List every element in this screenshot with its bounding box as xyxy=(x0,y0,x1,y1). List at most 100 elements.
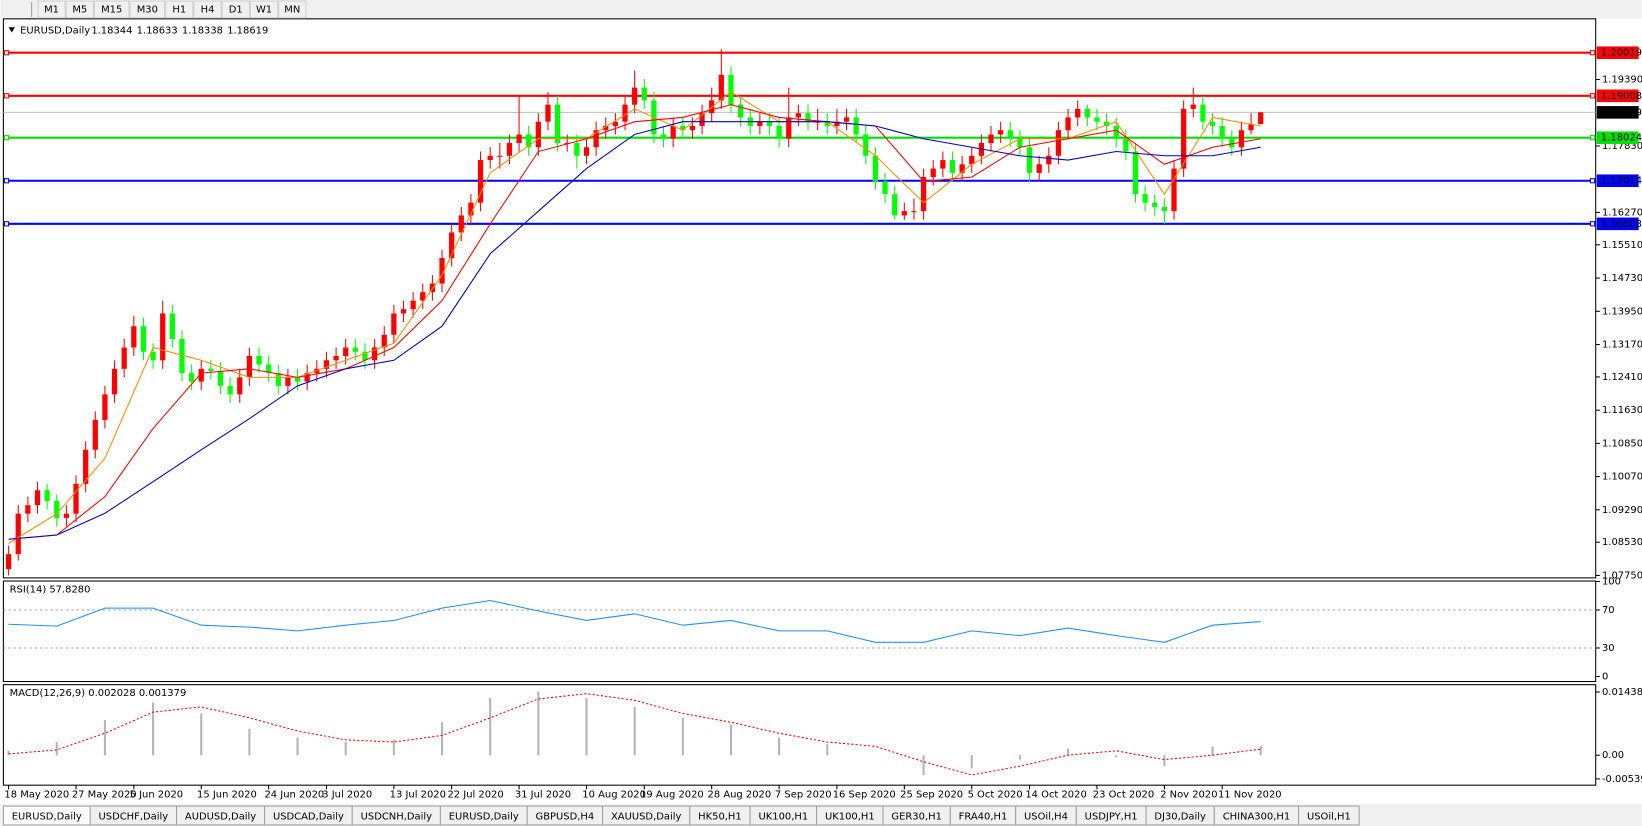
tab-label[interactable]: GBPUSD,H4 xyxy=(536,812,595,823)
tab-label[interactable]: AUDUSD,Daily xyxy=(185,812,256,823)
tab-label[interactable]: USDCNH,Daily xyxy=(361,812,433,823)
level-handle[interactable] xyxy=(1589,93,1596,99)
level-handle[interactable] xyxy=(3,178,10,184)
tab-label[interactable]: HK50,H1 xyxy=(698,812,742,823)
y-tick-label: 70 xyxy=(1602,605,1615,616)
x-tick-label: 27 May 2020 xyxy=(72,790,137,801)
timeframe-label[interactable]: D1 xyxy=(229,4,243,15)
candle-body xyxy=(1132,151,1139,195)
timeframe-label[interactable]: M5 xyxy=(72,4,87,15)
candle-body xyxy=(266,364,272,374)
level-handle[interactable] xyxy=(1589,221,1596,227)
candle-body xyxy=(323,360,330,369)
candle-body xyxy=(400,309,407,314)
candle-body xyxy=(179,338,185,374)
candle-body xyxy=(603,125,609,131)
tab-label[interactable]: CHINA300,H1 xyxy=(1223,812,1291,823)
candle-body xyxy=(969,155,975,165)
candle-body xyxy=(853,117,859,135)
timeframe-button[interactable] xyxy=(93,0,130,19)
tab-label[interactable]: XAUUSD,Daily xyxy=(611,812,682,823)
tab-label[interactable]: USDCHF,Daily xyxy=(99,812,169,823)
candle-body xyxy=(545,104,551,122)
timeframe-label[interactable]: M1 xyxy=(44,4,59,15)
timeframe-button[interactable] xyxy=(37,0,66,19)
level-handle[interactable] xyxy=(1589,50,1596,56)
y-tick-label: 1.11630 xyxy=(1602,405,1642,416)
x-tick-label: 10 Aug 2020 xyxy=(582,790,646,801)
tab-label[interactable]: UK100,H1 xyxy=(825,812,875,823)
tab-label[interactable]: DJ30,Daily xyxy=(1154,812,1206,823)
tab-label[interactable]: USOil,H1 xyxy=(1307,812,1351,823)
timeframe-label[interactable]: M30 xyxy=(137,4,158,15)
tab-label[interactable]: USOil,H4 xyxy=(1024,812,1068,823)
x-tick-label: 28 Aug 2020 xyxy=(708,790,772,801)
candle-body xyxy=(506,142,513,156)
candle-body xyxy=(892,194,898,216)
chart-title: EURUSD,Daily xyxy=(20,25,90,36)
tab-label[interactable]: FRA40,H1 xyxy=(959,812,1008,823)
candle-body xyxy=(583,147,590,156)
candle-body xyxy=(670,125,676,139)
level-handle[interactable] xyxy=(1589,135,1596,141)
candle-body xyxy=(420,292,426,301)
macd-title: MACD(12,26,9) 0.002028 0.001379 xyxy=(10,688,187,699)
candle-body xyxy=(1200,104,1206,122)
candle-body xyxy=(150,351,156,361)
candle-body xyxy=(1026,147,1033,173)
timeframe-button[interactable] xyxy=(65,0,94,19)
level-handle[interactable] xyxy=(3,221,10,227)
timeframe-button[interactable] xyxy=(278,0,307,19)
timeframe-button[interactable] xyxy=(193,0,222,19)
level-handle[interactable] xyxy=(3,50,10,56)
tab-label[interactable]: EURUSD,Daily xyxy=(449,812,519,823)
x-tick-label: 3 Jul 2020 xyxy=(322,790,372,801)
candle-body xyxy=(294,377,301,382)
level-handle[interactable] xyxy=(3,135,10,141)
level-handle[interactable] xyxy=(1589,178,1596,184)
candle-body xyxy=(227,385,233,395)
candle-body xyxy=(160,313,166,361)
candle-body xyxy=(632,87,638,105)
y-tick-label: 1.13170 xyxy=(1602,340,1642,351)
candle-body xyxy=(343,347,349,357)
candle-body xyxy=(285,377,291,386)
tab-label[interactable]: GER30,H1 xyxy=(891,812,941,823)
tab-label[interactable]: USDCAD,Daily xyxy=(273,812,344,823)
candle-body xyxy=(497,155,503,157)
candle-body xyxy=(1190,104,1196,109)
timeframe-button[interactable] xyxy=(249,0,279,19)
timeframe-button[interactable] xyxy=(221,0,250,19)
candle-body xyxy=(680,125,686,131)
timeframe-label[interactable]: M15 xyxy=(101,4,122,15)
candle-body xyxy=(131,326,137,348)
timeframe-label[interactable]: W1 xyxy=(256,4,272,15)
level-handle[interactable] xyxy=(3,93,10,99)
candle-body xyxy=(612,121,619,126)
x-tick-label: 13 Jul 2020 xyxy=(390,790,446,801)
timeframe-label[interactable]: H1 xyxy=(172,4,186,15)
ohlc-value: 1.18338 xyxy=(182,25,223,36)
timeframe-button[interactable] xyxy=(129,0,166,19)
tab-label[interactable]: EURUSD,Daily xyxy=(12,812,82,823)
candle-body xyxy=(554,104,561,143)
candle-body xyxy=(1209,121,1216,126)
timeframe-button[interactable] xyxy=(165,0,194,19)
timeframe-label[interactable]: MN xyxy=(284,4,300,15)
candle-body xyxy=(1055,130,1062,156)
x-tick-label: 24 Jun 2020 xyxy=(264,790,324,801)
candle-body xyxy=(641,87,647,101)
y-tick-label: 1.08530 xyxy=(1602,537,1642,548)
candle-body xyxy=(410,300,416,310)
candle-body xyxy=(34,490,41,506)
x-tick-label: 31 Jul 2020 xyxy=(515,790,571,801)
collapse-icon[interactable] xyxy=(8,27,15,33)
tab-label[interactable]: UK100,H1 xyxy=(758,812,808,823)
level-price-box xyxy=(1596,131,1639,144)
timeframe-label[interactable]: H4 xyxy=(201,4,215,15)
tab-label[interactable]: USDJPY,H1 xyxy=(1085,812,1138,823)
tab[interactable] xyxy=(1298,805,1360,826)
x-tick-label: 11 Nov 2020 xyxy=(1218,790,1282,801)
candle-body xyxy=(1161,206,1167,212)
x-tick-label: 18 May 2020 xyxy=(4,790,69,801)
